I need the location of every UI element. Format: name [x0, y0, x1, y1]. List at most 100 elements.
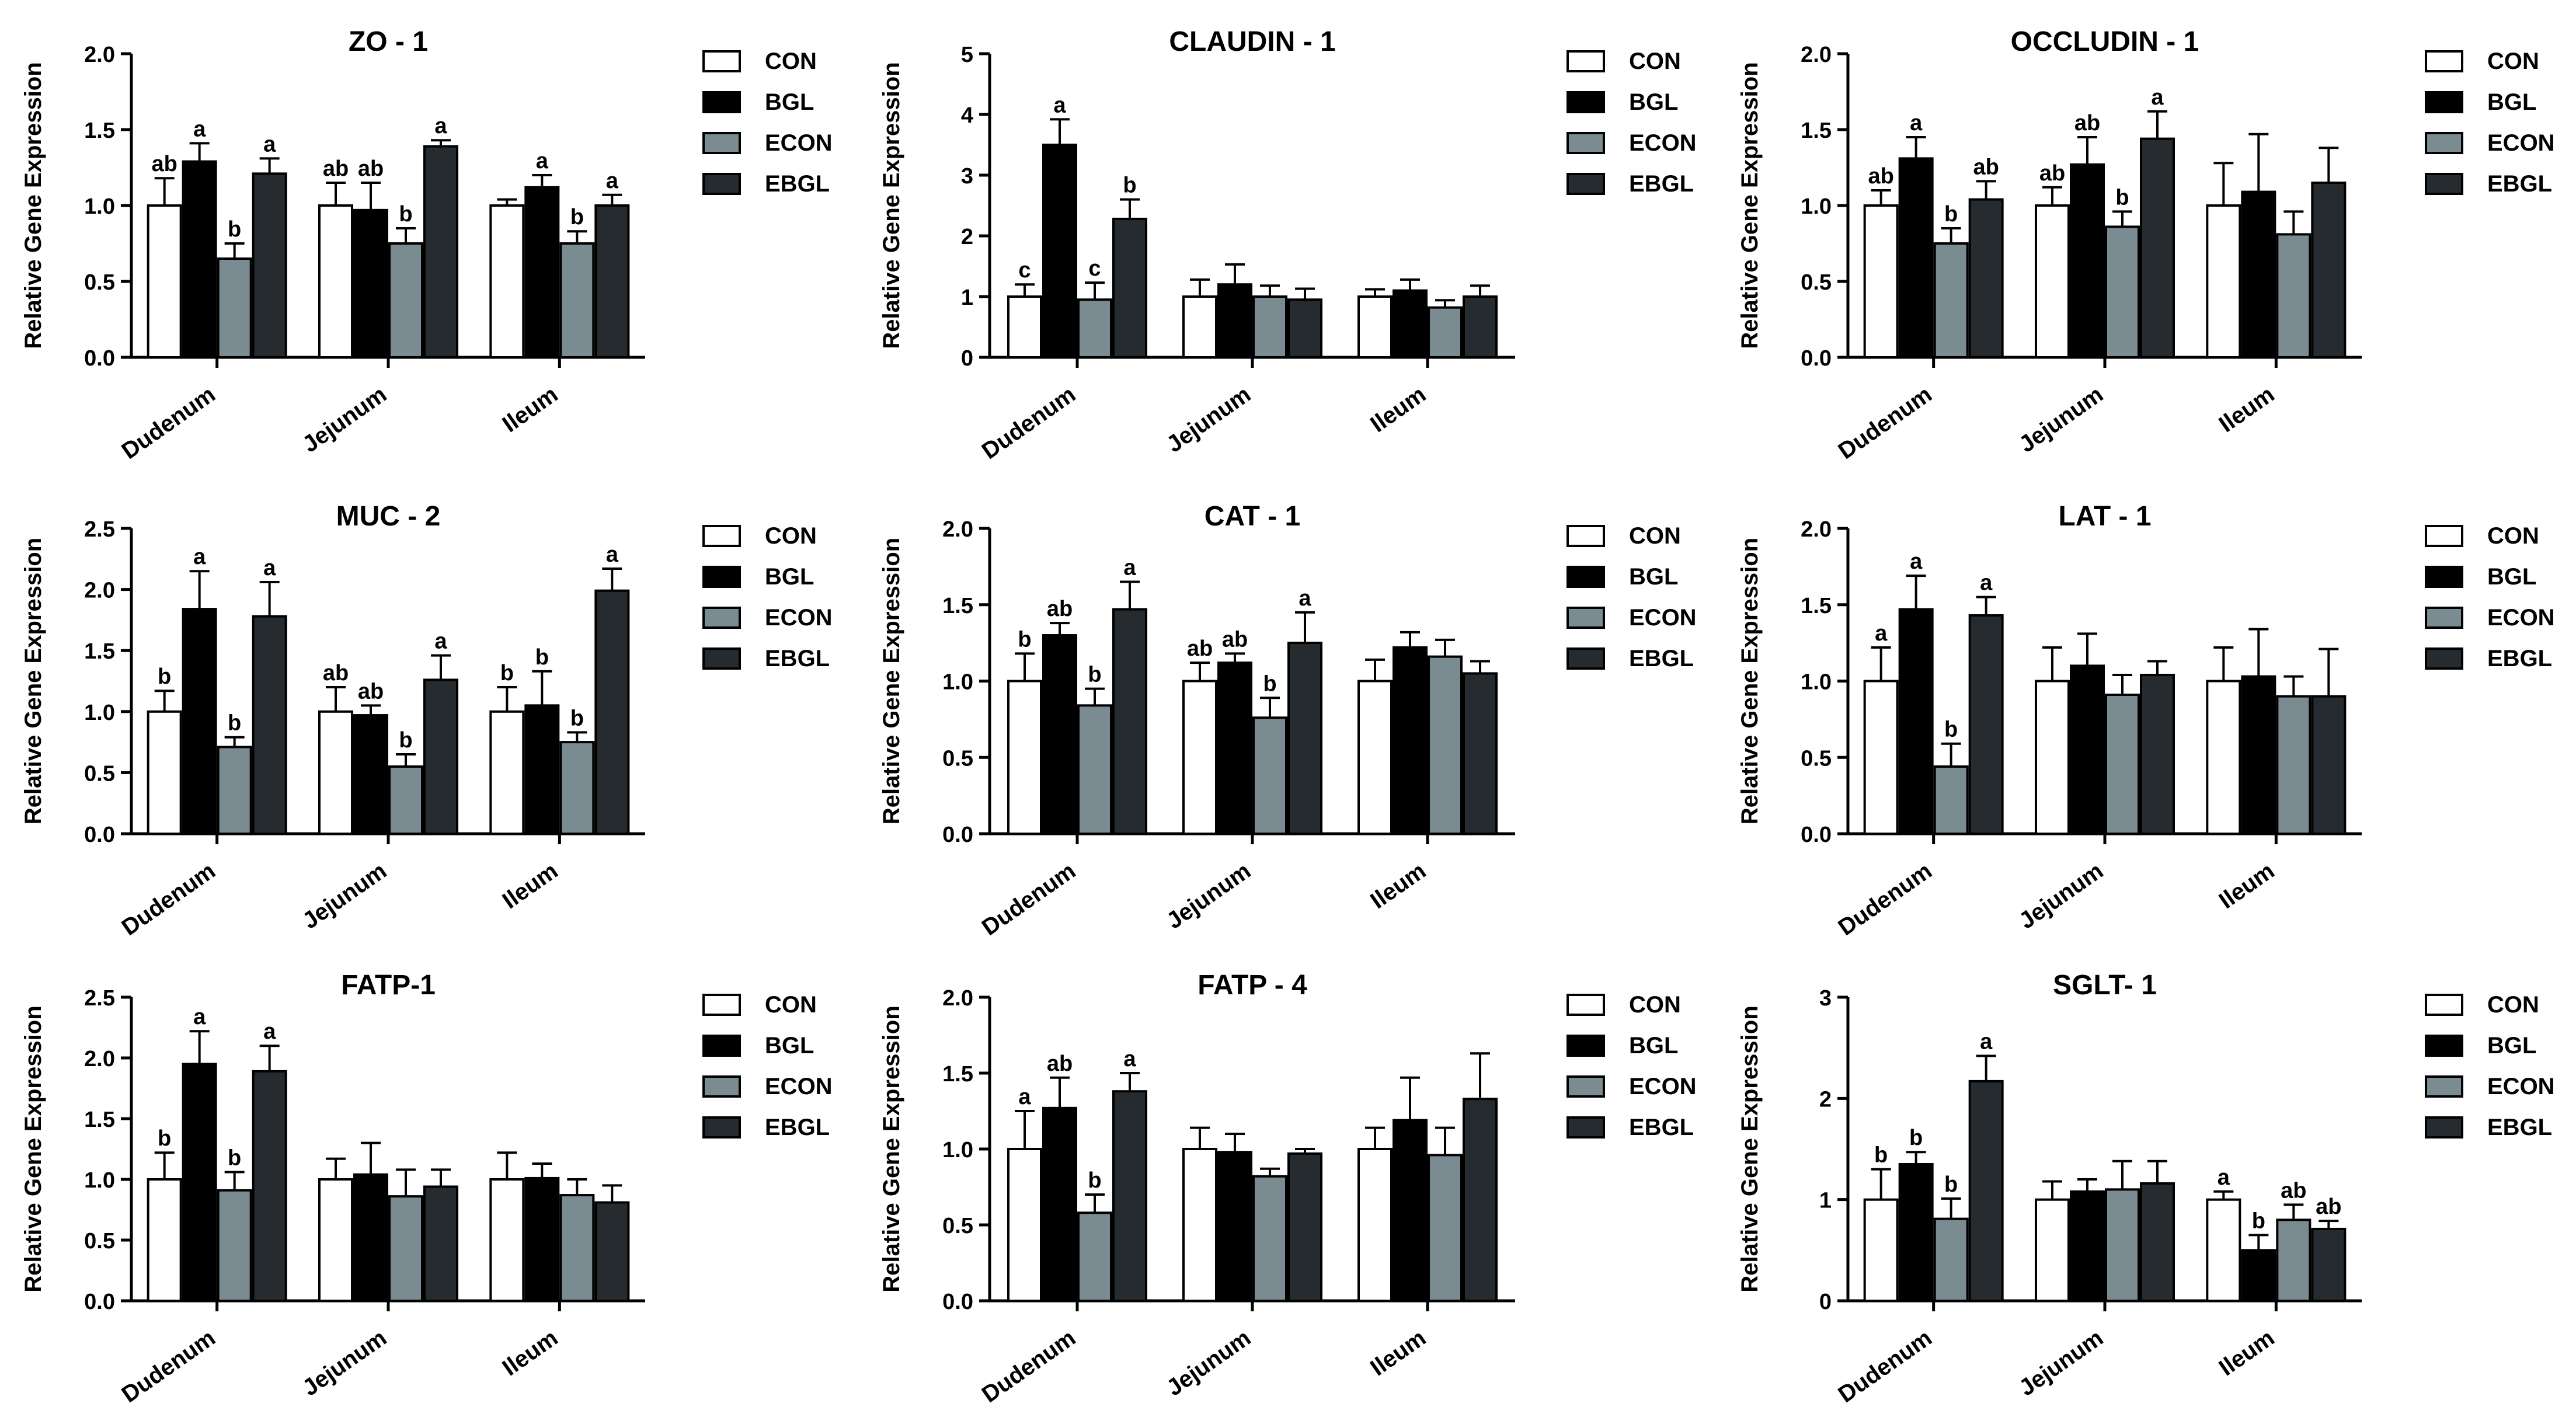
- bar: [1933, 242, 1969, 358]
- bar: [147, 710, 182, 835]
- bar: [353, 714, 388, 835]
- legend-swatch: [1567, 1116, 1605, 1139]
- legend: CON BGL ECON EBGL: [702, 523, 833, 671]
- x-category-label: Dudenum: [117, 1325, 220, 1408]
- bar: [524, 1176, 560, 1303]
- bar: [2140, 674, 2175, 835]
- x-category-label: Jejunum: [2014, 381, 2108, 457]
- legend-swatch: [2425, 566, 2463, 588]
- legend-label: EBGL: [2487, 646, 2552, 671]
- bar: [1287, 642, 1322, 835]
- significance-letter: a: [1053, 93, 1066, 117]
- bar: [388, 242, 423, 358]
- legend-swatch: [2425, 50, 2463, 72]
- legend-label: ECON: [2487, 130, 2555, 156]
- y-tick-label: 2.0: [1801, 517, 1832, 542]
- x-category-label: Ileum: [498, 858, 563, 914]
- bar: [1393, 1119, 1428, 1302]
- bar: [1252, 1175, 1287, 1303]
- bar: [423, 678, 458, 835]
- y-tick-label: 0.0: [84, 823, 115, 847]
- significance-letter: a: [193, 117, 206, 141]
- chart-title: FATP - 4: [1198, 970, 1307, 1001]
- significance-letter: a: [1123, 1047, 1136, 1071]
- bar: [559, 1194, 595, 1303]
- legend-label: EBGL: [1629, 171, 1694, 197]
- bar: [147, 204, 182, 358]
- legend-swatch: [2425, 1116, 2463, 1139]
- significance-letter: ab: [1868, 164, 1893, 189]
- y-axis-label: Relative Gene Expression: [879, 1005, 904, 1292]
- legend-swatch: [702, 1075, 741, 1098]
- significance-letter: a: [263, 132, 276, 156]
- bar: [524, 186, 560, 358]
- bar: [1863, 204, 1899, 358]
- y-tick-label: 5: [961, 43, 973, 67]
- y-tick-label: 1.5: [84, 119, 115, 143]
- x-category-label: Jejunum: [1162, 381, 1255, 457]
- x-category-label: Jejunum: [298, 381, 391, 457]
- legend-swatch: [2425, 132, 2463, 154]
- y-tick-label: 0: [961, 346, 973, 371]
- legend-swatch: [1567, 994, 1605, 1016]
- significance-letter: b: [228, 711, 241, 736]
- significance-letter: b: [158, 1126, 171, 1151]
- legend-label: ECON: [2487, 605, 2555, 631]
- significance-letter: ab: [2281, 1178, 2306, 1203]
- bar: [1217, 662, 1252, 835]
- x-category-label: Ileum: [498, 381, 563, 437]
- x-category-label: Jejunum: [1162, 1325, 1255, 1401]
- legend-swatch: [2425, 173, 2463, 195]
- significance-letter: a: [1910, 549, 1923, 574]
- significance-letter: b: [1018, 627, 1031, 652]
- significance-letter: a: [2218, 1165, 2230, 1190]
- x-category-label: Ileum: [2215, 381, 2279, 437]
- significance-letter: a: [1980, 571, 1993, 596]
- legend-swatch: [2425, 1035, 2463, 1057]
- significance-letter: b: [500, 661, 514, 685]
- bar: [1007, 1148, 1042, 1302]
- bar: [1217, 283, 1252, 359]
- y-tick-label: 0.0: [1801, 346, 1832, 371]
- significance-letter: ab: [1187, 636, 1213, 661]
- chart-title: MUC - 2: [336, 501, 441, 532]
- y-tick-label: 0.5: [84, 761, 115, 786]
- significance-letter: ab: [2316, 1195, 2341, 1219]
- legend-label: BGL: [765, 564, 814, 590]
- y-tick-label: 3: [1819, 986, 1832, 1011]
- chart-panel: ZO - 1 Relative Gene Expression 0.0 0.5 1.0 1…: [20, 26, 833, 464]
- significance-letter: a: [1018, 1085, 1031, 1109]
- bar: [594, 204, 630, 358]
- bar: [2311, 182, 2347, 358]
- legend-swatch: [2425, 525, 2463, 547]
- y-tick-label: 2.0: [84, 43, 115, 67]
- y-tick-label: 2.0: [84, 579, 115, 603]
- legend-swatch: [2425, 994, 2463, 1016]
- bar: [2140, 1182, 2175, 1303]
- bar: [2241, 190, 2276, 358]
- significance-letter: a: [434, 629, 447, 654]
- y-axis-label: Relative Gene Expression: [1737, 1005, 1763, 1292]
- bar: [2070, 1190, 2105, 1303]
- bar: [1393, 289, 1428, 359]
- significance-letter: a: [1123, 556, 1136, 580]
- significance-letter: b: [399, 202, 412, 227]
- bar: [1863, 1198, 1899, 1303]
- x-category-label: Ileum: [1366, 858, 1430, 914]
- chart-title: LAT - 1: [2058, 501, 2151, 532]
- bar: [1252, 716, 1287, 835]
- significance-letter: ab: [2039, 161, 2065, 186]
- bar: [1007, 680, 1042, 835]
- bar: [182, 608, 217, 835]
- legend-label: ECON: [1629, 1074, 1697, 1099]
- legend-label: BGL: [2487, 564, 2536, 590]
- bar: [2241, 675, 2276, 835]
- y-tick-label: 1.5: [942, 1062, 973, 1087]
- y-tick-label: 0.0: [942, 823, 973, 847]
- significance-letter: b: [2252, 1209, 2265, 1233]
- y-tick-label: 2.5: [84, 986, 115, 1011]
- bar: [2105, 225, 2140, 358]
- y-tick-label: 4: [961, 103, 973, 128]
- significance-letter: ab: [2074, 111, 2100, 135]
- bar: [2311, 695, 2347, 835]
